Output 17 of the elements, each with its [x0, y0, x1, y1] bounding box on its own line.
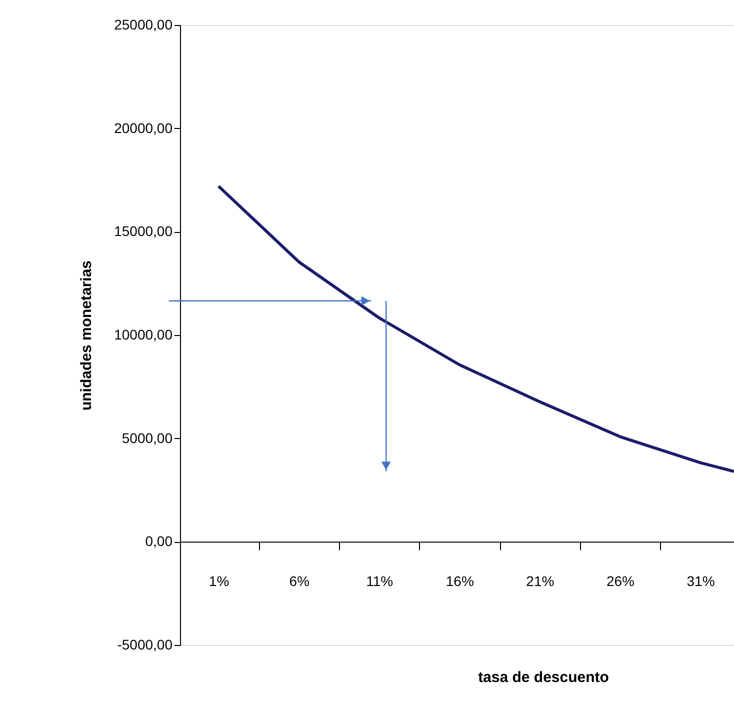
y-tick-label: 15000,00: [114, 223, 173, 240]
x-tick-label: 26%: [606, 573, 635, 590]
y-tick-label: 20000,00: [114, 120, 173, 136]
x-tick-label: 31%: [686, 573, 715, 590]
y-tick-label: 25000,00: [114, 16, 173, 32]
x-tick-label: 6%: [289, 573, 310, 590]
x-tick-label: 16%: [446, 573, 474, 590]
x-tick-label: 1%: [208, 573, 230, 590]
y-tick-label: 0,00: [145, 533, 173, 550]
x-tick-label: 11%: [366, 573, 394, 590]
y-tick-label: -5000,00: [117, 636, 173, 652]
y-tick-label: 5000,00: [122, 430, 173, 446]
line-series: [217, 184, 734, 473]
y-axis-title: unidades monetarias: [78, 260, 96, 411]
x-tick-label: 21%: [526, 573, 554, 590]
x-axis-title: tasa de descuento: [478, 669, 609, 686]
y-tick-label: 10000,00: [114, 326, 173, 342]
